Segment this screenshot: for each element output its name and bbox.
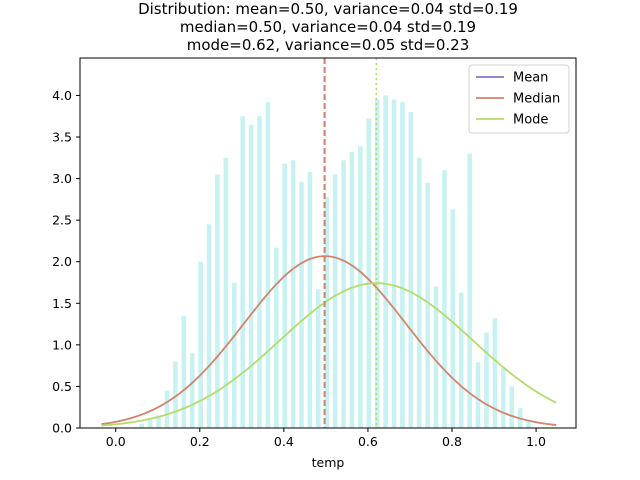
y-tick-label: 2.5	[52, 213, 72, 228]
plot-frame	[79, 57, 577, 429]
title-line-3: mode=0.62, variance=0.05 std=0.23	[187, 36, 470, 54]
histogram-bar	[139, 423, 145, 428]
histogram-bar	[374, 99, 380, 428]
x-tick-label: 0.4	[274, 434, 294, 449]
histogram-bar	[189, 353, 195, 428]
histogram-bar	[324, 196, 330, 428]
y-tick-label: 2.0	[52, 254, 72, 269]
curve-median	[101, 255, 557, 426]
histogram-bar	[425, 182, 430, 428]
histogram-bar	[215, 174, 220, 428]
title-line-1: Distribution: mean=0.50, variance=0.04 s…	[138, 0, 518, 18]
histogram-bar	[332, 174, 338, 428]
histogram-bar	[206, 224, 212, 428]
histogram-bar	[265, 102, 271, 428]
histogram-bar	[358, 146, 363, 428]
histogram-bar	[416, 157, 422, 428]
x-tick-label: 0.8	[442, 434, 462, 449]
histogram-bar	[484, 332, 489, 428]
histogram-bar	[341, 160, 346, 428]
legend-label-mode: Mode	[513, 113, 548, 128]
x-tick-label: 0.6	[358, 434, 378, 449]
histogram-bar	[475, 362, 481, 428]
legend: Mean Median Mode	[468, 64, 570, 134]
x-tick-label: 1.0	[526, 434, 546, 449]
histogram-bar	[509, 386, 514, 428]
histogram-bar	[147, 419, 153, 428]
histogram-bar	[366, 118, 372, 428]
histogram-bar	[198, 261, 203, 428]
histogram-bar	[383, 95, 388, 429]
histogram-bar	[391, 99, 397, 428]
histogram-bar	[173, 361, 178, 428]
histogram-bar	[231, 282, 237, 428]
x-tick-label: 0.0	[106, 434, 126, 449]
histogram-bar	[433, 286, 439, 428]
histogram-bar	[223, 157, 229, 428]
histogram-bar	[450, 209, 456, 428]
curve-mode	[101, 282, 557, 427]
histogram-bar	[400, 102, 405, 428]
histogram-bar	[408, 112, 414, 428]
histogram-bar	[248, 124, 254, 429]
y-tick-label: 3.0	[52, 171, 72, 186]
y-tick-label: 4.0	[52, 88, 72, 103]
x-axis: 0.0 0.2 0.4 0.6 0.8 1.0	[106, 428, 546, 449]
histogram-bar	[156, 415, 161, 428]
histogram-bar	[316, 289, 321, 428]
histogram-bar	[274, 247, 279, 428]
histogram-bar	[240, 116, 245, 428]
histogram-bar	[442, 170, 447, 428]
histogram-bar	[526, 421, 531, 428]
x-tick-label: 0.2	[190, 434, 210, 449]
histogram-bar	[349, 151, 355, 428]
y-axis: 0.0 0.5 1.0 1.5 2.0 2.5 3.0 3.5 4.0	[52, 88, 80, 436]
histogram-bar	[500, 368, 506, 428]
chart-title: Distribution: mean=0.50, variance=0.04 s…	[138, 0, 518, 54]
histogram-bar	[164, 390, 170, 428]
histogram-bar	[290, 160, 296, 428]
y-tick-label: 1.5	[52, 296, 72, 311]
histogram-bar	[458, 292, 464, 428]
y-tick-label: 1.0	[52, 337, 72, 352]
y-tick-label: 3.5	[52, 129, 72, 144]
x-axis-label: temp	[312, 455, 345, 470]
legend-label-mean: Mean	[513, 71, 548, 86]
title-line-2: median=0.50, variance=0.04 std=0.19	[180, 18, 476, 36]
histogram-bar	[467, 153, 472, 428]
histogram-bar	[282, 163, 287, 428]
y-tick-label: 0.0	[52, 421, 72, 436]
histogram-bar	[181, 315, 187, 428]
histogram-bar	[299, 181, 304, 428]
histogram-bar	[257, 116, 262, 428]
y-tick-label: 0.5	[52, 379, 72, 394]
plot-area	[101, 58, 557, 429]
histogram-bar	[492, 318, 498, 428]
legend-label-median: Median	[513, 92, 560, 107]
histogram-bar	[307, 171, 313, 428]
legend-box	[468, 64, 570, 134]
